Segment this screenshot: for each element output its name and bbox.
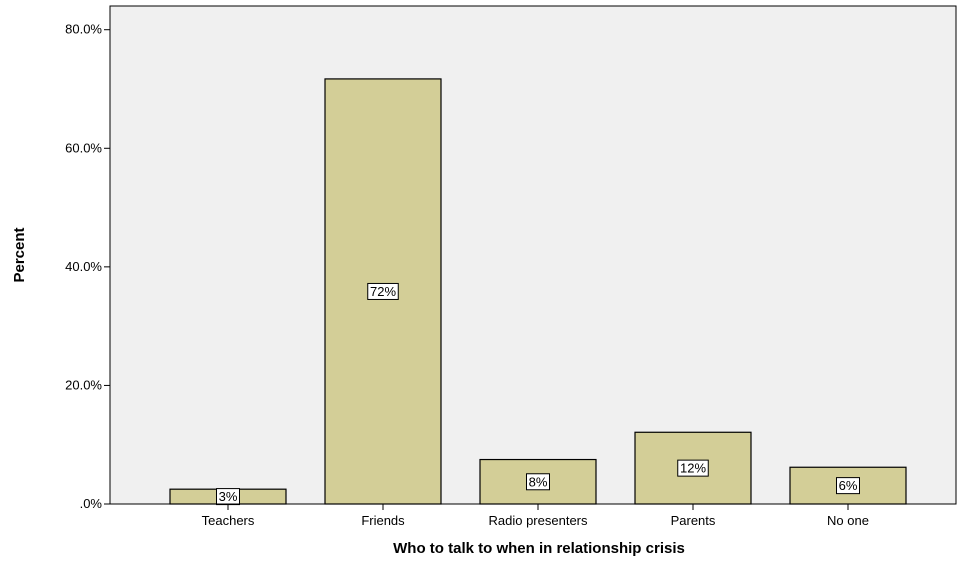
data-label-box <box>677 459 709 477</box>
data-label-box <box>367 282 399 300</box>
y-axis-title: Percent <box>11 227 28 282</box>
x-tick-label: Radio presenters <box>489 513 588 528</box>
x-axis-title: Who to talk to when in relationship cris… <box>393 540 685 557</box>
plot-background <box>109 5 957 505</box>
data-labels-layer: 3% 72% 8% 12% 6% <box>216 282 860 506</box>
data-label-box <box>836 477 860 495</box>
x-tick-label: Teachers <box>202 513 255 528</box>
x-tick-label: Friends <box>361 513 405 528</box>
data-label: 8% <box>529 474 548 489</box>
y-tick-label: .0% <box>80 496 103 511</box>
y-tick-label: 60.0% <box>65 140 102 155</box>
data-label: 6% <box>839 478 858 493</box>
y-tick-label: 80.0% <box>65 22 102 37</box>
y-tick-label: 40.0% <box>65 259 102 274</box>
data-label-box <box>526 473 550 491</box>
x-tick-label: No one <box>827 513 869 528</box>
y-axis: .0% 20.0% 40.0% 60.0% 80.0% <box>65 22 110 511</box>
data-label: 72% <box>370 284 396 299</box>
data-label: 3% <box>219 489 238 504</box>
data-label: 12% <box>680 461 706 476</box>
x-tick-label: Parents <box>671 513 716 528</box>
y-tick-label: 20.0% <box>65 377 102 392</box>
x-axis: Teachers Friends Radio presenters Parents No… <box>110 503 956 528</box>
